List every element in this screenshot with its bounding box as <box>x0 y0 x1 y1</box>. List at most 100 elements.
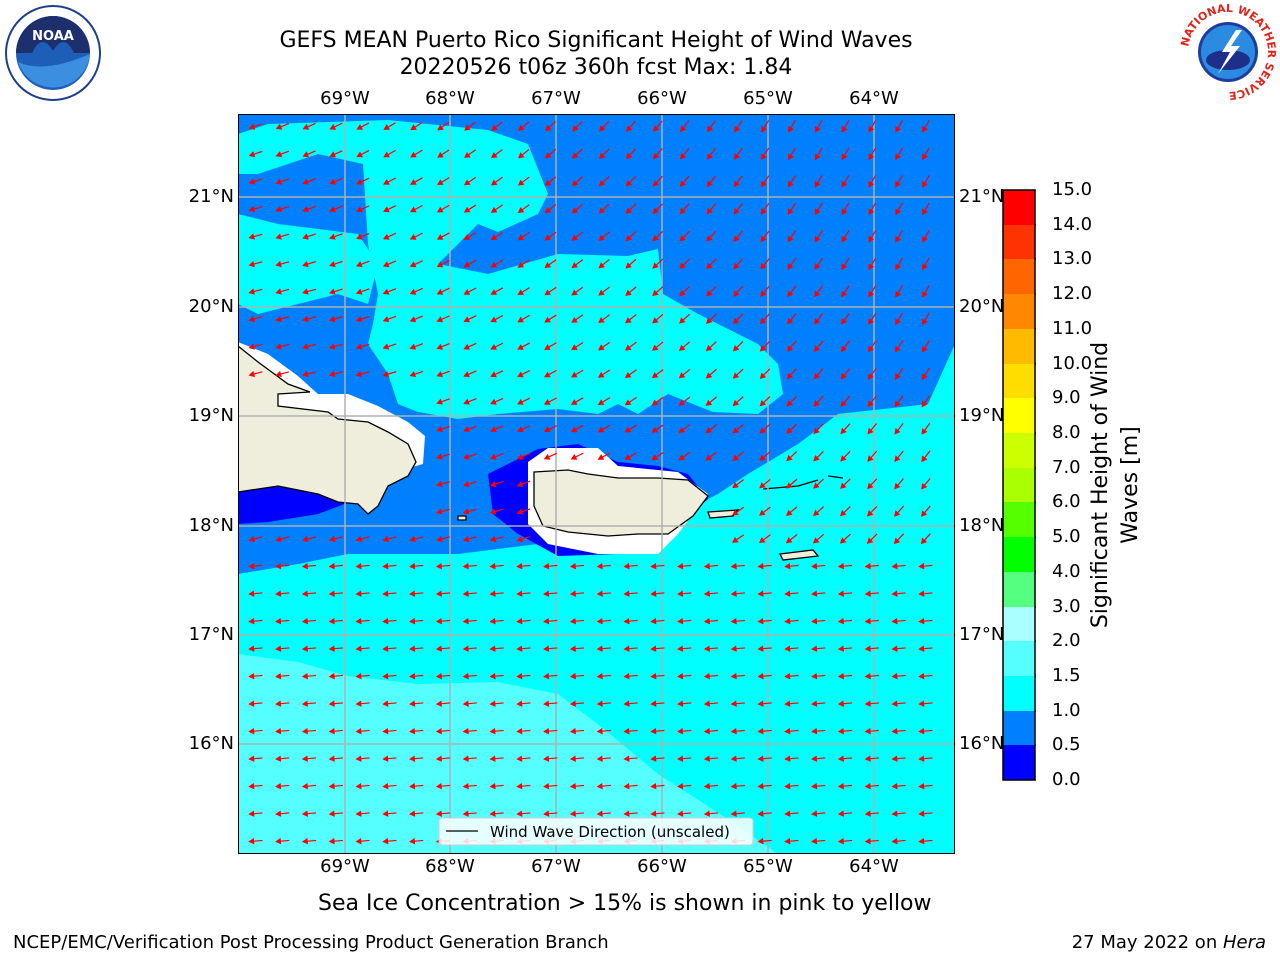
wave-direction-arrow <box>706 147 716 160</box>
lon-label-bottom-65w: 65°W <box>743 856 793 877</box>
wave-direction-arrow <box>813 451 824 462</box>
wave-direction-arrow <box>275 755 290 762</box>
wave-direction-arrow <box>598 314 611 324</box>
wave-direction-arrow <box>328 727 343 735</box>
wave-direction-arrow <box>302 205 316 213</box>
wave-direction-arrow <box>382 590 397 597</box>
wave-direction-arrow <box>784 700 799 707</box>
footer-branch: NCEP/EMC/Verification Post Processing Pr… <box>13 932 609 953</box>
wave-direction-arrow <box>703 672 719 680</box>
wave-direction-arrow <box>275 122 290 130</box>
wave-direction-arrow <box>812 533 825 544</box>
wave-direction-arrow <box>864 727 879 735</box>
wave-direction-arrow <box>489 535 504 543</box>
wave-direction-arrow <box>922 257 930 271</box>
wave-direction-arrow <box>301 700 317 707</box>
wave-direction-arrow <box>328 645 343 652</box>
wave-direction-arrow <box>921 422 931 435</box>
wave-direction-arrow <box>813 368 824 380</box>
wave-direction-arrow <box>760 313 770 325</box>
wave-direction-arrow <box>355 315 370 323</box>
wave-direction-arrow <box>382 288 397 295</box>
colorbar-tick-label: 1.0 <box>1052 700 1081 721</box>
wave-direction-arrow <box>706 313 717 324</box>
wave-direction-arrow <box>624 369 637 378</box>
wave-direction-arrow <box>733 285 744 297</box>
colorbar-tick-label: 9.0 <box>1052 387 1081 408</box>
wave-direction-arrow <box>895 285 904 298</box>
wave-direction-arrow <box>703 727 719 735</box>
mona-island <box>457 515 467 521</box>
wave-direction-arrow <box>355 288 370 295</box>
wave-direction-arrow <box>678 451 691 461</box>
wave-direction-arrow <box>463 342 477 350</box>
wave-direction-arrow <box>837 782 853 790</box>
lon-label-top-66w: 66°W <box>637 88 687 109</box>
wave-direction-arrow <box>518 121 530 132</box>
colorbar-segment <box>1003 259 1035 294</box>
wave-direction-arrow <box>811 837 826 845</box>
wave-direction-arrow <box>703 782 719 790</box>
wave-direction-arrow <box>734 120 743 133</box>
wave-direction-arrow <box>677 562 692 570</box>
wave-direction-arrow <box>625 175 637 187</box>
wave-direction-arrow <box>760 175 770 188</box>
wave-direction-arrow <box>382 810 397 817</box>
wave-direction-arrow <box>248 260 263 268</box>
wave-direction-arrow <box>598 341 611 351</box>
wave-direction-arrow <box>383 205 397 213</box>
wave-direction-arrow <box>759 340 771 352</box>
lon-label-top-69w: 69°W <box>320 88 370 109</box>
wave-direction-arrow <box>329 122 343 130</box>
wave-direction-arrow <box>462 617 477 625</box>
wave-direction-arrow <box>787 313 797 325</box>
wave-direction-arrow <box>864 810 879 817</box>
wave-direction-arrow <box>894 478 904 490</box>
wave-direction-arrow <box>490 425 504 433</box>
wave-direction-arrow <box>891 700 906 707</box>
wave-direction-arrow <box>733 313 744 325</box>
wave-direction-arrow <box>516 397 531 405</box>
wave-direction-arrow <box>651 396 664 406</box>
wave-direction-arrow <box>867 450 878 462</box>
wave-direction-arrow <box>355 782 370 790</box>
wave-direction-arrow <box>596 617 611 625</box>
wave-direction-arrow <box>356 150 370 158</box>
wave-direction-arrow <box>866 533 878 544</box>
wave-direction-arrow <box>328 782 343 790</box>
wave-direction-arrow <box>814 257 824 270</box>
wave-direction-arrow <box>840 340 851 353</box>
wave-direction-arrow <box>569 645 585 652</box>
wave-direction-arrow <box>918 782 933 790</box>
wave-direction-arrow <box>891 590 906 597</box>
wave-direction-arrow <box>356 122 370 130</box>
wave-direction-arrow <box>302 233 316 240</box>
wave-direction-arrow <box>328 617 343 625</box>
wave-direction-arrow <box>758 534 771 544</box>
wave-direction-arrow <box>382 727 397 735</box>
wave-direction-arrow <box>569 562 585 570</box>
wave-direction-arrow <box>837 562 853 570</box>
wave-direction-arrow <box>462 782 477 790</box>
wave-direction-arrow <box>891 837 906 845</box>
wave-direction-arrow <box>784 755 799 762</box>
wave-direction-arrow <box>652 203 663 215</box>
wave-direction-arrow <box>837 590 853 597</box>
wave-direction-arrow <box>571 203 583 214</box>
wave-direction-arrow <box>490 232 504 241</box>
wave-direction-arrow <box>837 810 853 817</box>
wave-direction-arrow <box>757 645 772 652</box>
wave-direction-arrow <box>382 260 397 268</box>
wave-direction-arrow <box>275 343 290 350</box>
colorbar-segment <box>1003 745 1035 780</box>
wave-direction-arrow <box>757 727 772 735</box>
wave-direction-arrow <box>867 367 877 380</box>
wave-direction-arrow <box>784 837 799 845</box>
lat-label-right-21n: 21°N <box>959 186 1005 207</box>
wave-direction-arrow <box>811 617 826 625</box>
wave-direction-arrow <box>599 120 610 132</box>
wave-direction-arrow <box>891 810 906 817</box>
wave-direction-arrow <box>867 423 878 435</box>
wave-direction-arrow <box>302 122 316 130</box>
wave-direction-arrow <box>435 700 451 707</box>
